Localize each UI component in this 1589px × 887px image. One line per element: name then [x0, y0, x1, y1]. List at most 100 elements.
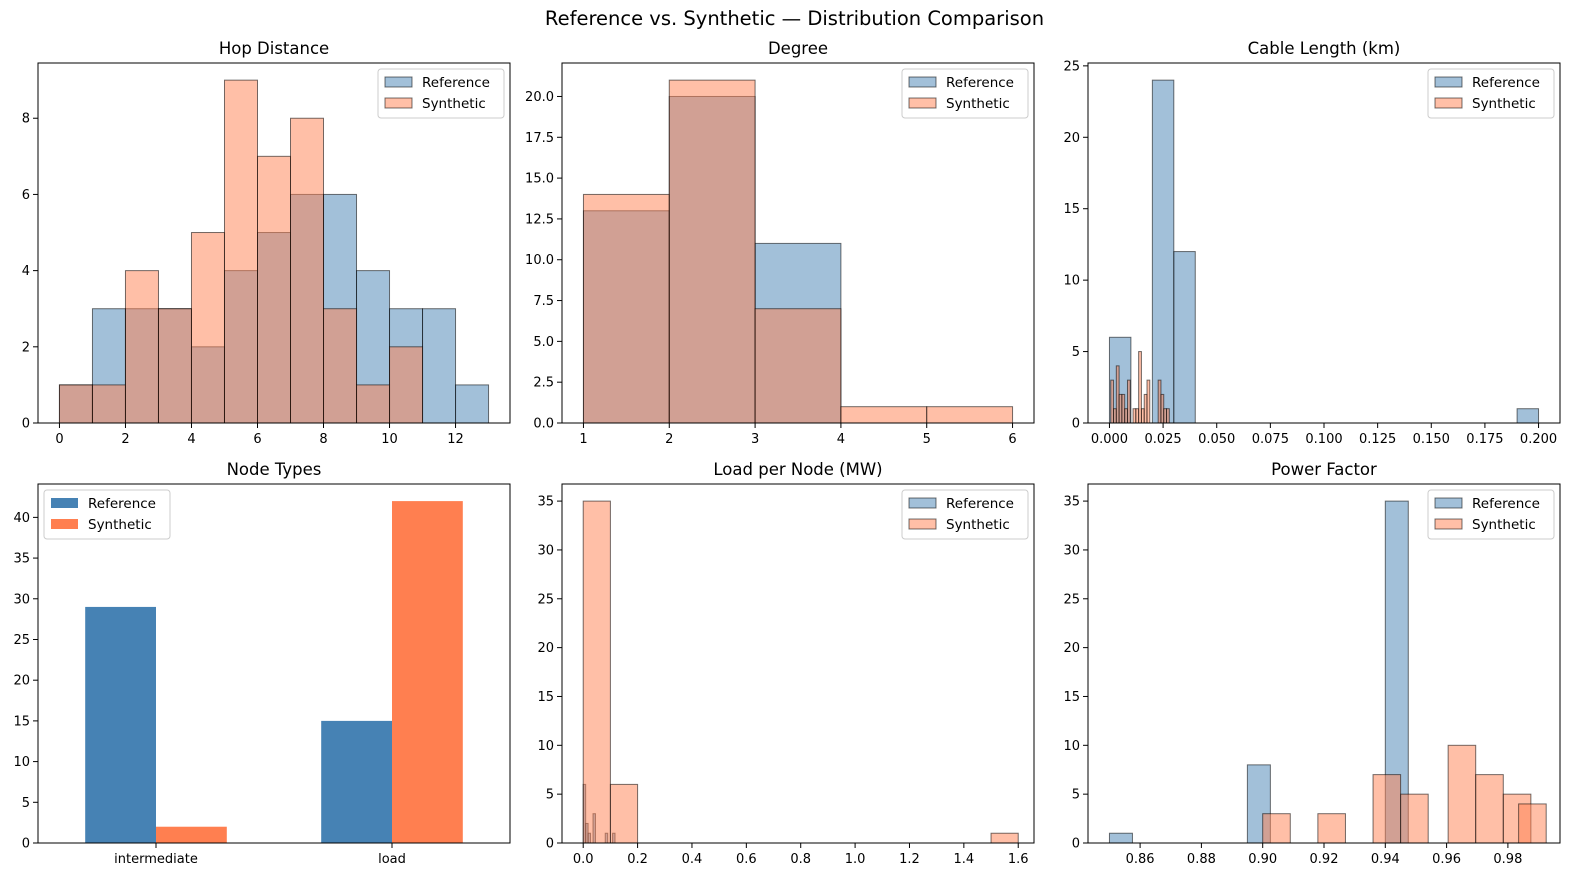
- y-tick-label: 0: [22, 417, 30, 432]
- x-tick-label: 1.0: [845, 852, 866, 867]
- x-tick-label: 0.025: [1144, 432, 1181, 447]
- histogram-bar: [1146, 379, 1151, 424]
- x-tick-label: 6: [1008, 432, 1016, 447]
- histogram-bar: [840, 406, 928, 424]
- legend-swatch: [51, 498, 78, 508]
- y-tick-label: 40: [13, 511, 30, 526]
- legend: Reference Synthetic: [1427, 68, 1555, 119]
- y-tick-label: 0: [1072, 417, 1080, 432]
- chart-title: Load per Node (MW): [713, 460, 882, 479]
- y-tick-label: 10: [537, 739, 554, 754]
- x-tick-label: 0.200: [1520, 432, 1557, 447]
- legend-swatch: [51, 519, 78, 529]
- y-tick-label: 15: [1063, 202, 1080, 217]
- x-tick-label: 3: [751, 432, 759, 447]
- legend: Reference Synthetic: [43, 489, 171, 540]
- x-tick-label: 1.6: [1008, 852, 1029, 867]
- x-tick-label: 12: [447, 432, 464, 447]
- legend-swatch: [908, 97, 937, 109]
- histogram-bar: [323, 308, 358, 424]
- histogram-bar: [91, 384, 126, 424]
- histogram-bar: [356, 384, 391, 424]
- y-tick-label: 35: [13, 552, 30, 567]
- histogram-bar: [1516, 408, 1540, 424]
- histogram-bar: [754, 308, 842, 424]
- y-tick-label: 20.0: [525, 90, 554, 105]
- x-tick-label: 0.94: [1371, 852, 1400, 867]
- y-tick-label: 5: [546, 788, 554, 803]
- histogram-bar: [422, 308, 457, 424]
- legend-label: Synthetic: [946, 517, 1010, 533]
- chart-panel: Power Factor 0.86 0.88 0.90 0.92 0.94 0.96 0.98…: [1063, 460, 1561, 867]
- histogram-bar: [455, 384, 490, 424]
- y-tick-label: 10.0: [525, 253, 554, 268]
- x-tick-label: 0.150: [1413, 432, 1450, 447]
- legend-swatch: [1434, 497, 1463, 509]
- legend-label: Synthetic: [1472, 517, 1536, 533]
- histogram-bar: [668, 79, 756, 424]
- x-tick-label: 0.000: [1091, 432, 1128, 447]
- y-tick-label: 8: [22, 112, 30, 127]
- bars: [1108, 79, 1540, 424]
- y-tick-label: 0: [22, 837, 30, 852]
- y-tick-label: 10: [1063, 739, 1080, 754]
- y-tick-label: 20: [1063, 641, 1080, 656]
- x-tick-label: 0.0: [573, 852, 594, 867]
- legend: Reference Synthetic: [377, 68, 505, 119]
- chart-title: Cable Length (km): [1248, 39, 1401, 58]
- x-tick-label: 0.100: [1305, 432, 1342, 447]
- histogram-bar: [1317, 813, 1346, 844]
- x-tick-label: 0.96: [1432, 852, 1461, 867]
- y-tick-label: 10: [1063, 274, 1080, 289]
- category-bar: [392, 501, 463, 843]
- legend-swatch: [384, 97, 413, 109]
- histogram-bar: [1108, 832, 1133, 844]
- chart-title: Degree: [768, 39, 828, 58]
- histogram-bar: [190, 232, 225, 424]
- histogram-bar: [1372, 774, 1402, 844]
- histogram-bar: [1475, 774, 1504, 844]
- x-tick-label: 0.125: [1359, 432, 1396, 447]
- legend-swatch: [1434, 518, 1463, 530]
- histogram-bar: [1151, 79, 1175, 424]
- legend-swatch: [384, 76, 413, 88]
- x-tick-label: 1: [579, 432, 587, 447]
- axes-frame: [37, 483, 511, 844]
- histogram-bar: [157, 308, 192, 424]
- bars: [58, 79, 490, 424]
- histogram-bar: [609, 783, 639, 844]
- x-tick-label: 0.86: [1126, 852, 1155, 867]
- histogram-bar: [582, 193, 670, 424]
- chart-panel: Degree 1 2 3 4 5 6 0.0 2.5 5.0 7.5 10.0 12.5 15.0 17.5…: [525, 39, 1035, 447]
- legend-label: Reference: [422, 75, 490, 91]
- x-tick-label: 4: [837, 432, 845, 447]
- y-tick-label: 2: [22, 340, 30, 355]
- chart-panel: Node Types intermediate load 0 5 10 15 20 25 30 35…: [13, 460, 511, 867]
- chart-title: Node Types: [227, 460, 322, 479]
- legend-swatch: [908, 497, 937, 509]
- legend-swatch: [1434, 97, 1463, 109]
- histogram-bar: [1173, 251, 1196, 424]
- histogram-bar: [1400, 793, 1429, 844]
- x-tick-label: 6: [253, 432, 261, 447]
- x-tick-label: load: [378, 852, 406, 867]
- histogram-bar: [290, 117, 325, 424]
- category-bar: [85, 606, 156, 843]
- histogram-bar: [1518, 803, 1547, 844]
- legend-label: Reference: [1472, 75, 1540, 91]
- y-tick-label: 4: [22, 264, 30, 279]
- y-tick-label: 20: [13, 674, 30, 689]
- histogram-bar: [990, 832, 1019, 844]
- x-tick-label: 1.2: [899, 852, 920, 867]
- chart-title: Hop Distance: [219, 39, 329, 58]
- figure-title: Reference vs. Synthetic — Distribution C…: [545, 7, 1044, 30]
- y-tick-label: 25: [537, 592, 554, 607]
- y-tick-label: 5: [1072, 788, 1080, 803]
- axes-frame: [37, 62, 511, 424]
- chart-panel: Cable Length (km) 0.000 0.025 0.050 0.075 0.1…: [1063, 39, 1561, 447]
- histogram-bar: [223, 79, 259, 424]
- legend-swatch: [1434, 76, 1463, 88]
- x-tick-label: 2: [665, 432, 673, 447]
- histogram-bar: [58, 384, 93, 424]
- x-tick-label: 0.050: [1198, 432, 1235, 447]
